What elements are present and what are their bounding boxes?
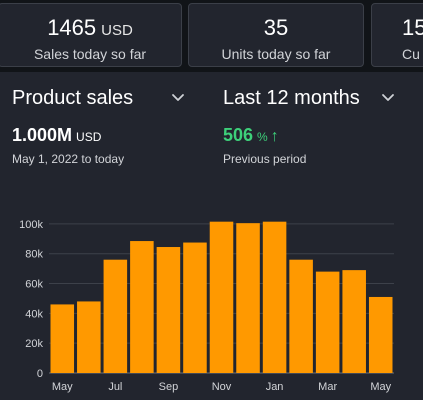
kpi-number: 15 [402,15,423,40]
kpi-card-units-today[interactable]: 35 Units today so far [188,3,364,67]
change-unit: % [257,130,268,144]
bar-jan-8[interactable] [262,221,287,373]
y-tick-label: 80k [25,249,43,261]
kpi-label: Cu [402,46,420,62]
metric-dropdown[interactable]: Product sales [12,84,190,112]
bar-nov-6[interactable] [209,221,234,373]
bar-may-0[interactable] [50,304,75,373]
bar-feb-9[interactable] [289,259,313,373]
metric-dropdown-label: Product sales [12,87,134,109]
kpi-label: Units today so far [221,46,331,62]
y-tick-label: 20k [25,338,43,350]
y-tick-label: 0 [37,368,43,380]
x-tick-label: May [370,381,391,393]
x-axis-labels: May Jul Sep Nov Jan Mar May [52,381,392,393]
total-sales-summary: 1.000M USD May 1, 2022 to today [12,124,124,166]
x-tick-label: Mar [318,381,337,393]
kpi-number: 1465 [47,15,97,40]
kpi-strip: 1465 USD Sales today so far 35 Units toda… [0,0,423,72]
bar-jul-2[interactable] [103,259,128,373]
kpi-number: 35 [263,15,289,40]
bar-oct-5[interactable] [183,242,207,373]
kpi-value: 35 [189,16,363,40]
bar-mar-10[interactable] [315,271,340,373]
kpi-label: Sales today so far [33,46,147,62]
kpi-unit: USD [101,22,133,39]
kpi-value: 1465 USD [0,16,181,43]
x-tick-label: May [52,381,73,393]
range-dropdown[interactable]: Last 12 months [223,84,403,112]
kpi-value: 15 [402,16,423,40]
total-sales-value: 1.000M USD [12,124,124,148]
bar-may-12[interactable] [368,296,393,373]
bar-apr-11[interactable] [342,270,366,373]
previous-period-label: Previous period [223,152,307,166]
y-tick-label: 40k [25,308,43,320]
kpi-card-partial[interactable]: 15 Cu [371,3,423,67]
x-tick-label: Sep [159,381,179,393]
bars [50,221,393,373]
bar-sep-4[interactable] [156,247,181,373]
y-axis-labels: 0 20k 40k 60k 80k 100k [19,219,43,380]
x-tick-label: Nov [212,381,232,393]
change-number: 506 [223,125,254,145]
chevron-down-icon [382,94,394,101]
total-value-number: 1.000M [12,125,73,145]
date-range-label: May 1, 2022 to today [12,152,125,166]
arrow-up-icon: ↑ [270,128,279,145]
bar-dec-7[interactable] [236,223,260,373]
sales-bar-chart: 0 20k 40k 60k 80k 100k May Jul Sep Nov Jan Mar May [19,219,394,393]
range-dropdown-label: Last 12 months [223,87,360,109]
bar-aug-3[interactable] [130,241,154,373]
change-value: 506% ↑ [223,124,306,148]
x-tick-label: Jan [266,381,284,393]
chevron-down-icon [172,94,184,101]
bar-jun-1[interactable] [77,301,101,373]
total-value-unit: USD [76,130,102,144]
x-tick-label: Jul [108,381,122,393]
y-tick-label: 60k [25,279,43,291]
y-tick-label: 100k [19,219,43,231]
kpi-card-sales-today[interactable]: 1465 USD Sales today so far [0,3,182,67]
change-summary: 506% ↑ Previous period [223,124,306,166]
